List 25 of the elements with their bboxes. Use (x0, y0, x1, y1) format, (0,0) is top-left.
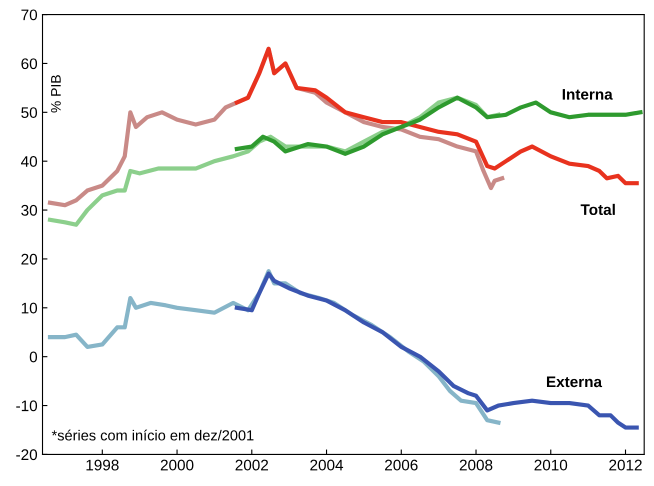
line-series (234, 46, 639, 186)
x-tick-label: 2002 (236, 460, 268, 470)
y-tick-label: 70 (21, 9, 38, 20)
x-tick-label: 2012 (609, 460, 642, 470)
y-tick-label: 50 (21, 107, 38, 118)
y-tick-label: 60 (21, 58, 38, 70)
line-series (234, 272, 639, 430)
series-label: Interna (562, 89, 613, 100)
series-label: Externa (546, 376, 602, 388)
series-label: Total (580, 204, 615, 216)
x-tick-label: 2000 (160, 460, 194, 470)
x-tick-label: 2004 (310, 460, 344, 470)
x-tick-label: 1998 (86, 460, 119, 470)
y-tick-label: -10 (16, 400, 38, 412)
x-tick-label: 2006 (385, 460, 418, 470)
y-tick-label: 40 (21, 156, 38, 167)
y-tick-label: 30 (21, 204, 38, 216)
y-axis-title: % PIB (51, 75, 61, 113)
x-tick-label: 2010 (534, 460, 568, 470)
y-tick-label: 0 (30, 352, 38, 362)
y-tick-label: 20 (21, 254, 38, 265)
y-tick-label: -20 (16, 449, 38, 460)
annotation: *séries com início em dez/2001 (52, 430, 254, 441)
x-tick-label: 2008 (460, 460, 492, 470)
y-tick-label: 10 (22, 302, 38, 314)
